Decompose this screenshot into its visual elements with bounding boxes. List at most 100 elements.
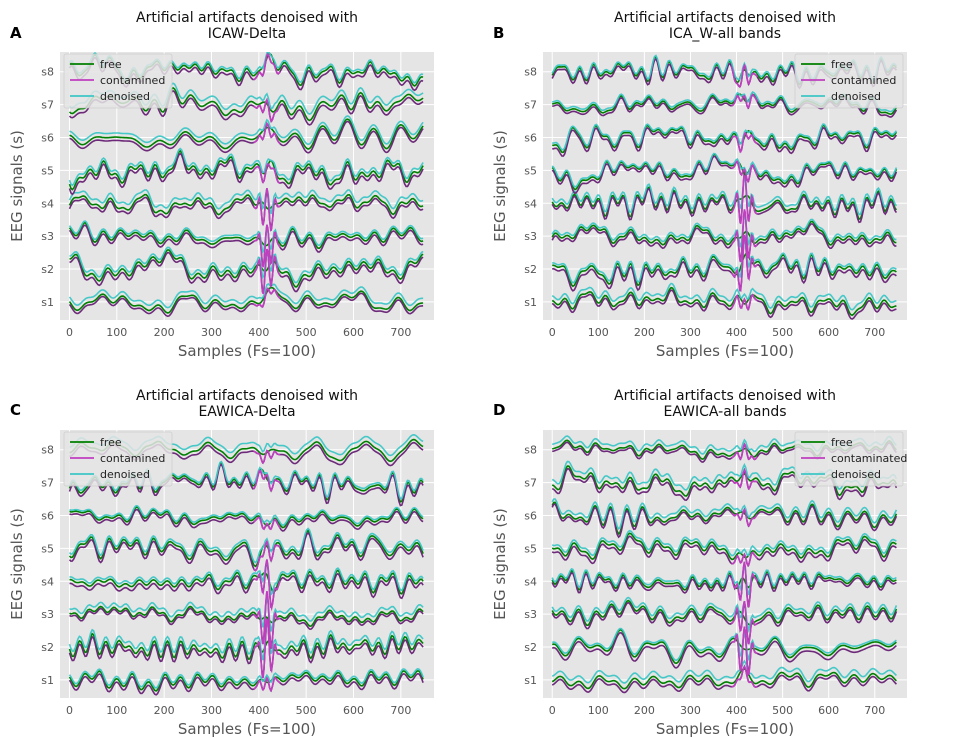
- y-tick-label: s3: [524, 608, 537, 621]
- series-contaminated-s5: [551, 155, 898, 194]
- legend-label-denoised: denoised: [831, 468, 881, 481]
- y-tick-label: s2: [41, 641, 54, 654]
- y-tick-label: s2: [41, 263, 54, 276]
- series-free-s2: [552, 253, 897, 288]
- series-denoised-s3: [69, 595, 424, 632]
- y-tick-label: s7: [41, 99, 54, 112]
- series-contaminated-s3: [69, 591, 424, 649]
- series-contaminated-s1: [68, 287, 424, 318]
- series-denoised-s4: [69, 560, 424, 597]
- y-tick-label: s1: [41, 674, 54, 687]
- x-tick-label: 700: [390, 326, 411, 339]
- series-denoised-s7: [551, 460, 898, 491]
- chart-title-line: Artificial artifacts denoised with: [136, 10, 358, 26]
- series-free-s2: [69, 249, 424, 288]
- x-tick-label: 600: [818, 704, 839, 717]
- legend-box: [63, 53, 173, 109]
- legend-label-contaminated: contaminated: [831, 452, 907, 465]
- signal-traces: [68, 52, 424, 318]
- series-denoised-s1: [551, 659, 897, 684]
- series-contaminated-s3: [68, 224, 424, 267]
- y-tick-label: s6: [41, 131, 54, 144]
- series-contaminated-s5: [68, 531, 424, 572]
- x-tick-label: 500: [296, 326, 317, 339]
- series-denoised-s1: [68, 668, 424, 689]
- series-denoised-s4: [551, 176, 898, 216]
- y-tick-label: s1: [41, 296, 54, 309]
- series-denoised-s4: [68, 188, 424, 215]
- x-tick-label: 0: [66, 704, 73, 717]
- series-free-s5: [551, 532, 897, 561]
- y-axis-label: EEG signals (s): [8, 508, 26, 620]
- series-denoised-s3: [68, 220, 424, 254]
- series-contaminated-s5: [551, 535, 897, 567]
- y-tick-label: s7: [524, 99, 537, 112]
- x-tick-label: 400: [726, 704, 747, 717]
- x-axis-label: Samples (Fs=100): [656, 342, 794, 360]
- x-tick-label: 600: [818, 326, 839, 339]
- series-free-s5: [68, 529, 424, 568]
- series-free-s1: [68, 670, 424, 692]
- x-tick-label: 500: [772, 326, 793, 339]
- series-artifact-s8: [253, 449, 281, 465]
- series-denoised-s2: [552, 627, 897, 662]
- legend-box: [63, 431, 173, 487]
- series-denoised-s1: [551, 282, 897, 311]
- y-tick-label: s1: [524, 674, 537, 687]
- series-contaminated-s4: [551, 561, 897, 608]
- legend: free contamined denoised: [63, 431, 173, 487]
- series-free-s6: [552, 124, 898, 154]
- y-axis-label: EEG signals (s): [491, 508, 509, 620]
- series-free-s6: [69, 506, 424, 529]
- series-denoised-s4: [551, 565, 897, 596]
- series-artifact-s7: [253, 98, 281, 123]
- series-contaminated-s1: [551, 664, 897, 694]
- legend: free contamined denoised: [63, 53, 173, 109]
- panel-D: 0 100 200 300 400 500 600 700 s1 s2 s3 s4 s5 s6 s7 s8 Sa…: [491, 388, 907, 738]
- y-tick-label: s2: [524, 641, 537, 654]
- series-artifact-s3: [253, 224, 281, 268]
- x-tick-label: 600: [343, 704, 364, 717]
- series-artifact-s4: [252, 188, 281, 232]
- series-denoised-s6: [551, 498, 898, 531]
- y-tick-label: s6: [524, 131, 537, 144]
- legend-label-denoised: denoised: [831, 90, 881, 103]
- series-artifact-s5: [252, 162, 281, 185]
- series-contaminated-s7: [551, 467, 898, 502]
- y-tick-label: s8: [41, 444, 54, 457]
- series-contaminated-s3: [551, 209, 897, 262]
- x-tick-label: 300: [680, 704, 701, 717]
- series-free-s7: [551, 465, 898, 497]
- x-tick-label: 400: [726, 326, 747, 339]
- y-tick-label: s6: [41, 509, 54, 522]
- series-contaminated-s4: [551, 171, 898, 224]
- series-free-s1: [551, 286, 897, 317]
- series-artifact-s3: [730, 209, 758, 263]
- x-tick-label: 100: [588, 326, 609, 339]
- series-artifact-s7: [253, 469, 281, 492]
- series-free-s1: [551, 668, 897, 690]
- x-tick-label: 0: [549, 704, 556, 717]
- x-tick-label: 500: [772, 704, 793, 717]
- series-artifact-s7: [731, 93, 759, 110]
- series-contaminated-s2: [552, 235, 897, 292]
- legend: free contamined denoised: [794, 53, 904, 109]
- y-tick-label: s4: [41, 575, 54, 588]
- x-tick-label: 100: [106, 704, 127, 717]
- series-denoised-s5: [68, 527, 424, 564]
- y-tick-label: s3: [41, 608, 54, 621]
- x-axis-label: Samples (Fs=100): [178, 342, 316, 360]
- series-artifact-s2: [730, 234, 758, 292]
- x-tick-label: 500: [296, 704, 317, 717]
- y-tick-label: s5: [524, 542, 537, 555]
- series-contaminated-s1: [551, 289, 897, 320]
- x-tick-label: 300: [201, 326, 222, 339]
- series-denoised-s6: [69, 504, 424, 526]
- series-denoised-s1: [68, 282, 424, 309]
- series-denoised-s5: [551, 152, 898, 188]
- legend-label-denoised: denoised: [100, 468, 150, 481]
- x-tick-label: 100: [106, 326, 127, 339]
- y-tick-label: s3: [41, 230, 54, 243]
- series-contaminated-s6: [69, 120, 424, 154]
